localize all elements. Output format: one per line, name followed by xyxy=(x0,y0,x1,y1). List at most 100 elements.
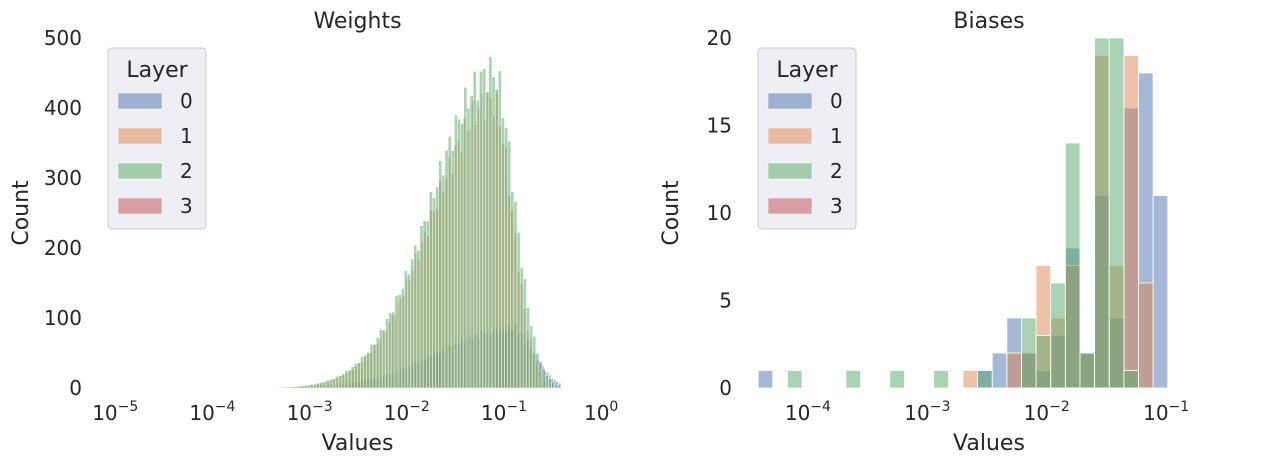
bar-layer-1 xyxy=(1124,56,1139,389)
bar-layer-2 xyxy=(978,371,993,389)
bar-layer-2 xyxy=(298,386,301,388)
legend-label-1: 1 xyxy=(180,124,193,148)
bar-layer-2 xyxy=(360,357,363,388)
y-tick-label: 15 xyxy=(707,114,732,138)
bar-layer-2 xyxy=(379,330,382,388)
bar-layer-2 xyxy=(1109,38,1124,388)
bar-layer-2 xyxy=(329,380,332,388)
legend-label-2: 2 xyxy=(830,159,843,183)
bar-layer-2 xyxy=(555,384,558,388)
x-tick-label: 10−1 xyxy=(481,399,527,425)
bar-layer-2 xyxy=(420,226,423,388)
bar-layer-2 xyxy=(451,151,454,388)
bar-layer-2 xyxy=(548,379,551,388)
bar-layer-2 xyxy=(486,92,489,388)
bar-layer-2 xyxy=(501,118,504,388)
bar-layer-2 xyxy=(426,221,429,388)
x-tick-label: 10−5 xyxy=(92,399,138,425)
bar-layer-2 xyxy=(461,123,464,388)
bar-layer-2 xyxy=(473,71,476,388)
bar-layer-2 xyxy=(401,288,404,388)
bar-layer-2 xyxy=(276,387,279,388)
bar-layer-2 xyxy=(382,330,385,388)
bar-layer-2 xyxy=(335,376,338,388)
bar-layer-2 xyxy=(439,161,442,388)
bar-layer-1 xyxy=(1139,283,1154,388)
bar-layer-2 xyxy=(436,187,439,388)
y-axis-label: Count xyxy=(9,180,34,246)
bar-layer-2 xyxy=(470,96,473,388)
bar-layer-1 xyxy=(963,371,978,389)
x-tick-label: 10−3 xyxy=(904,399,950,425)
legend-swatch-3 xyxy=(118,198,162,214)
bar-layer-2 xyxy=(504,128,507,388)
bar-layer-2 xyxy=(1021,318,1036,388)
bar-layer-2 xyxy=(332,379,335,388)
bar-layer-2 xyxy=(520,268,523,388)
bar-layer-2 xyxy=(313,384,316,388)
bar-layer-2 xyxy=(523,279,526,388)
bar-layer-2 xyxy=(530,326,533,388)
legend-swatch-2 xyxy=(118,163,162,179)
bar-layer-2 xyxy=(442,175,445,388)
bar-layer-0 xyxy=(992,353,1007,388)
y-tick-label: 20 xyxy=(707,26,732,50)
x-tick-label: 10−3 xyxy=(287,399,333,425)
bar-layer-2 xyxy=(339,376,342,388)
bar-layer-2 xyxy=(429,192,432,388)
bar-layer-2 xyxy=(326,380,329,388)
bar-layer-2 xyxy=(310,384,313,388)
bar-layer-0 xyxy=(1153,196,1168,389)
bar-layer-2 xyxy=(398,295,401,388)
bar-layer-2 xyxy=(467,108,470,388)
bar-layer-2 xyxy=(1051,283,1066,388)
bar-layer-2 xyxy=(517,232,520,388)
legend-swatch-0 xyxy=(118,93,162,109)
y-tick-label: 500 xyxy=(44,26,82,50)
bar-layer-2 xyxy=(432,198,435,388)
bar-layer-2 xyxy=(357,363,360,388)
y-tick-label: 0 xyxy=(69,376,82,400)
legend-title: Layer xyxy=(776,58,838,83)
bar-layer-2 xyxy=(1124,371,1139,389)
bar-layer-2 xyxy=(542,368,545,388)
bar-layer-2 xyxy=(307,385,310,388)
x-axis-label: Values xyxy=(953,431,1025,456)
legend-swatch-2 xyxy=(768,163,812,179)
x-axis-label: Values xyxy=(322,431,394,456)
bar-layer-2 xyxy=(514,201,517,388)
bar-layer-2 xyxy=(392,312,395,388)
bar-layer-2 xyxy=(317,383,320,388)
bar-layer-2 xyxy=(483,69,486,388)
legend-label-1: 1 xyxy=(830,124,843,148)
bar-layer-2 xyxy=(498,71,501,388)
legend-title: Layer xyxy=(126,58,188,83)
bar-layer-2 xyxy=(492,77,495,388)
bar-layer-2 xyxy=(417,250,420,388)
bar-layer-2 xyxy=(342,374,345,388)
x-tick-label: 10−4 xyxy=(785,399,831,425)
y-axis-label: Count xyxy=(659,180,684,246)
bar-layer-2 xyxy=(787,371,802,389)
bar-layer-2 xyxy=(395,296,398,388)
bar-layer-2 xyxy=(295,386,298,388)
bar-layer-2 xyxy=(511,192,514,388)
bar-layer-2 xyxy=(551,382,554,388)
bar-layer-2 xyxy=(404,271,407,388)
y-tick-label: 200 xyxy=(44,236,82,260)
legend-swatch-0 xyxy=(768,93,812,109)
chart-title: Weights xyxy=(313,9,401,34)
bar-layer-0 xyxy=(758,371,773,389)
bar-layer-2 xyxy=(448,136,451,388)
bar-layer-2 xyxy=(1095,38,1110,388)
legend-label-2: 2 xyxy=(180,159,193,183)
bar-layer-2 xyxy=(890,371,905,389)
bar-layer-2 xyxy=(304,386,307,388)
bar-layer-2 xyxy=(1036,336,1051,389)
bar-layer-2 xyxy=(423,221,426,388)
bar-layer-2 xyxy=(934,371,949,389)
